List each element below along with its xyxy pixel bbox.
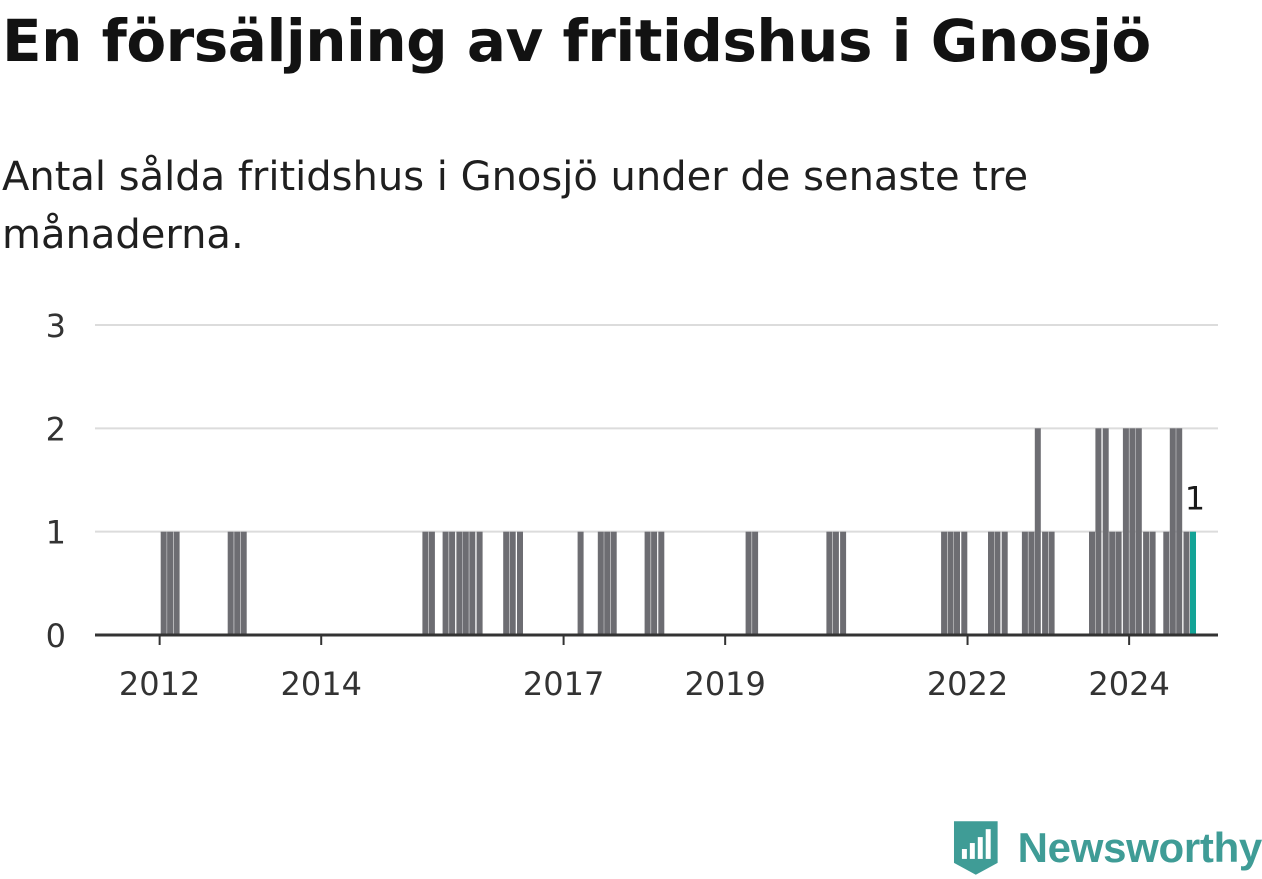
bar-21 (644, 531, 651, 635)
y-tick-label: 3 (46, 307, 66, 345)
logo-text: Newsworthy (1017, 824, 1262, 871)
newsworthy-logo: Newsworthy (952, 818, 1262, 878)
bar-54 (1183, 531, 1190, 635)
bar-38 (1034, 428, 1041, 635)
bar-18 (597, 531, 604, 635)
bar-47 (1129, 428, 1136, 635)
bar-44 (1109, 531, 1116, 635)
bar-22 (651, 531, 658, 635)
bar-4 (234, 531, 241, 635)
bar-41 (1089, 531, 1095, 635)
bar-35 (1001, 531, 1008, 635)
y-tick-label: 0 (46, 617, 66, 655)
bar-39 (1042, 531, 1049, 635)
bar-1 (167, 531, 174, 635)
x-tick-label: 2017 (523, 665, 604, 703)
bar-45 (1115, 531, 1122, 635)
x-tick-label: 2024 (1088, 665, 1169, 703)
bar-19 (604, 531, 611, 635)
bar-51 (1163, 531, 1170, 635)
bar-43 (1102, 428, 1109, 635)
x-axis-ticks: 2012 2014 2017 2019 2022 2024 (119, 635, 1170, 703)
bar-20 (610, 531, 617, 635)
y-axis-ticks: 0 1 2 3 (46, 307, 66, 655)
bar-chart-icon (953, 821, 998, 875)
bar-10 (456, 531, 463, 635)
bar-37 (1028, 531, 1035, 635)
bar-49 (1143, 531, 1150, 635)
x-tick-label: 2012 (119, 665, 200, 703)
bar-3 (227, 531, 234, 635)
bar-27 (832, 531, 839, 635)
chart-title: En försäljning av fritidshus i Gnosjö (2, 7, 1151, 75)
bar-32 (961, 531, 968, 635)
bar-46 (1122, 428, 1129, 635)
bar-8 (442, 531, 449, 635)
bar-36 (1021, 531, 1028, 635)
bar-48 (1135, 428, 1142, 635)
bar-13 (476, 531, 483, 635)
bar-30 (947, 531, 954, 635)
x-tick-label: 2022 (927, 665, 1008, 703)
bar-14 (503, 531, 510, 635)
bar-5 (240, 531, 247, 635)
grid-lines (95, 324, 1218, 533)
bar-12 (469, 531, 476, 635)
bar-34 (994, 531, 1001, 635)
bar-11 (462, 531, 469, 635)
bar-0 (160, 531, 167, 635)
bar-26 (826, 531, 833, 635)
bars (160, 428, 1196, 635)
annotation-label: 1 (1185, 480, 1205, 518)
bar-latest (1190, 531, 1196, 635)
x-tick-label: 2014 (280, 665, 361, 703)
annotations: 1 (1182, 477, 1208, 521)
y-tick-label: 2 (46, 410, 66, 448)
x-tick-label: 2019 (684, 665, 765, 703)
bar-29 (941, 531, 948, 635)
bar-25 (752, 531, 759, 635)
bar-24 (745, 531, 752, 635)
bar-16 (517, 531, 523, 635)
bar-6 (422, 531, 429, 635)
bar-31 (954, 531, 960, 635)
bar-50 (1149, 531, 1156, 635)
y-tick-label: 1 (46, 514, 66, 552)
bar-28 (840, 531, 847, 635)
bar-2 (173, 531, 180, 635)
bar-chart: 0 1 2 3 2012 2014 2017 2019 2022 2024 1 (46, 307, 1218, 703)
bar-7 (428, 531, 435, 635)
bar-23 (658, 531, 665, 635)
bar-42 (1095, 428, 1102, 635)
bar-17 (577, 531, 584, 635)
bar-40 (1048, 531, 1055, 635)
chart-subtitle: Antal sålda fritidshus i Gnosjö under de… (2, 154, 1029, 258)
bar-15 (509, 531, 516, 635)
bar-53 (1176, 428, 1183, 635)
bar-9 (449, 531, 456, 635)
bar-33 (988, 531, 994, 635)
bar-52 (1169, 428, 1176, 635)
